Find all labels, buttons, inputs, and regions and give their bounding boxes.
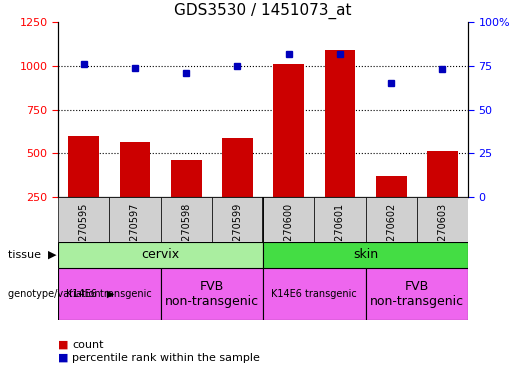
Bar xyxy=(171,160,201,241)
Title: GDS3530 / 1451073_at: GDS3530 / 1451073_at xyxy=(174,3,352,19)
Text: GSM270603: GSM270603 xyxy=(437,202,448,262)
Bar xyxy=(324,50,355,241)
Bar xyxy=(68,136,99,241)
Bar xyxy=(119,142,150,241)
Text: genotype/variation  ▶: genotype/variation ▶ xyxy=(8,289,114,299)
Bar xyxy=(314,197,366,242)
Bar xyxy=(161,268,263,320)
Text: GSM270599: GSM270599 xyxy=(232,202,243,262)
Bar xyxy=(263,268,366,320)
Bar xyxy=(58,268,161,320)
Bar xyxy=(273,64,304,241)
Text: GSM270598: GSM270598 xyxy=(181,202,191,262)
Text: skin: skin xyxy=(353,248,378,262)
Bar xyxy=(376,176,406,241)
Text: cervix: cervix xyxy=(142,248,180,262)
Bar xyxy=(161,197,212,242)
Bar xyxy=(263,197,314,242)
Bar xyxy=(417,197,468,242)
Bar xyxy=(212,197,263,242)
Bar xyxy=(222,138,253,241)
Bar xyxy=(366,268,468,320)
Text: K14E6 transgenic: K14E6 transgenic xyxy=(66,289,152,299)
Text: GSM270595: GSM270595 xyxy=(79,202,89,262)
Text: FVB
non-transgenic: FVB non-transgenic xyxy=(370,280,464,308)
Bar xyxy=(263,242,468,268)
Text: percentile rank within the sample: percentile rank within the sample xyxy=(72,353,260,363)
Bar xyxy=(366,197,417,242)
Text: count: count xyxy=(72,340,104,350)
Text: tissue  ▶: tissue ▶ xyxy=(8,250,57,260)
Text: K14E6 transgenic: K14E6 transgenic xyxy=(271,289,357,299)
Bar xyxy=(427,151,458,241)
Text: FVB
non-transgenic: FVB non-transgenic xyxy=(165,280,259,308)
Text: ■: ■ xyxy=(58,353,68,363)
Text: GSM270602: GSM270602 xyxy=(386,202,396,262)
Text: GSM270601: GSM270601 xyxy=(335,202,345,262)
Bar xyxy=(58,242,263,268)
Text: ■: ■ xyxy=(58,340,68,350)
Bar xyxy=(109,197,161,242)
Text: GSM270600: GSM270600 xyxy=(284,202,294,262)
Bar xyxy=(58,197,109,242)
Text: GSM270597: GSM270597 xyxy=(130,202,140,262)
